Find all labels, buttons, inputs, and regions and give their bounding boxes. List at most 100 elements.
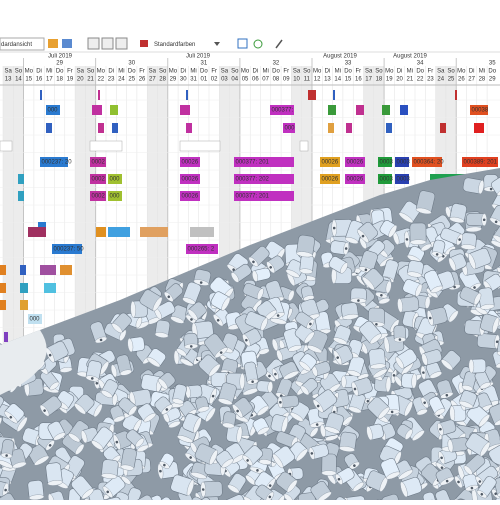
weekday-label: So [87,69,95,75]
color-dropdown-label: Standardfarben [154,42,195,48]
pellet [466,213,487,226]
pellet [45,462,62,486]
bar-label: 00026 [182,160,199,166]
bar-label: 00026 [182,194,199,200]
icon[interactable] [62,39,72,48]
day-number: 14 [334,77,341,83]
gantt-bar [0,283,6,293]
day-number: 18 [376,77,383,83]
weekday-label: Fr [428,69,434,75]
weekday-label: Mi [407,69,413,75]
weekday-label: Sa [149,69,157,75]
pellet [341,302,359,320]
day-number: 28 [479,77,486,83]
gantt-bar [186,123,192,133]
gantt-bar [44,283,56,293]
gantt-bar [382,105,390,115]
day-number: 04 [231,77,238,83]
day-number: 16 [355,77,362,83]
bar-label: 000237: 20 [42,160,73,166]
gantt-bar [90,141,122,151]
weekday-label: Di [253,69,259,75]
weekday-label: Fr [283,69,289,75]
day-number: 07 [262,77,269,83]
weekday-label: So [375,69,383,75]
weekday-label: So [447,69,455,75]
weekday-label: Fr [211,69,217,75]
weekday-label: Do [200,69,208,75]
weekday-label: Mo [25,69,34,75]
bar-label: 0002 [92,160,106,166]
pellet [299,254,314,274]
pellet [401,373,417,388]
day-number: 22 [417,77,424,83]
gantt-bar [346,123,352,133]
bar-label: 0002 [92,194,106,200]
bar-label: 000377: 201 [236,160,270,166]
weekday-label: Mi [190,69,196,75]
day-number: 30 [180,77,187,83]
day-number: 14 [15,77,22,83]
weekday-label: Di [108,69,114,75]
weekday-label: Sa [437,69,445,75]
day-number: 10 [293,77,300,83]
day-number: 11 [304,77,311,83]
gantt-bar [180,105,190,115]
day-number: 19 [67,77,74,83]
pellet [127,336,145,352]
day-number: 18 [56,77,63,83]
pellet-end [341,376,346,388]
gantt-bar [20,265,26,275]
day-number: 05 [242,77,249,83]
weekday-label: Do [488,69,496,75]
gantt-bar [98,90,100,100]
week-number: 33 [345,61,352,67]
month-label: Juli 2019 [48,54,73,60]
week-number: 31 [201,61,208,67]
weekday-label: Mi [46,69,52,75]
day-number: 06 [252,77,259,83]
icon[interactable] [48,39,58,48]
pellet-end [240,373,245,389]
gantt-bar [4,332,8,342]
gantt-bar [0,265,6,275]
day-number: 03 [221,77,228,83]
day-number: 21 [87,77,94,83]
bar-label: 000265: 2 [188,247,215,253]
gantt-bar [328,123,334,133]
pellet [368,348,386,369]
pellet [185,385,203,399]
day-number: 19 [386,77,393,83]
view-dropdown-label: dardansicht [1,42,32,48]
week-number: 29 [56,61,63,67]
day-number: 20 [77,77,84,83]
weekday-label: Mi [118,69,124,75]
day-number: 08 [273,77,280,83]
icon[interactable] [102,38,113,49]
icon[interactable] [88,38,99,49]
gantt-bar [0,300,6,310]
pellet [351,288,367,304]
pellet [407,260,424,278]
bar-label: 000 [48,108,59,114]
bar-label: 000364: 20 [414,160,445,166]
icon[interactable] [116,38,127,49]
day-number: 15 [25,77,32,83]
gantt-bar [386,123,392,133]
gantt-bar [18,191,24,201]
pellet [296,235,315,258]
day-number: 20 [396,77,403,83]
gantt-bar [92,105,102,115]
weekday-label: Fr [67,69,73,75]
weekday-label: So [15,69,23,75]
pellet [469,359,486,373]
pellet [200,481,222,497]
pellet [322,454,337,476]
day-number: 21 [407,77,414,83]
bar-label: 000377: [272,108,294,114]
icon [140,40,148,47]
day-number: 02 [211,77,218,83]
gantt-bar [60,265,72,275]
bar-label: 00026 [347,160,364,166]
weekday-label: Di [469,69,475,75]
